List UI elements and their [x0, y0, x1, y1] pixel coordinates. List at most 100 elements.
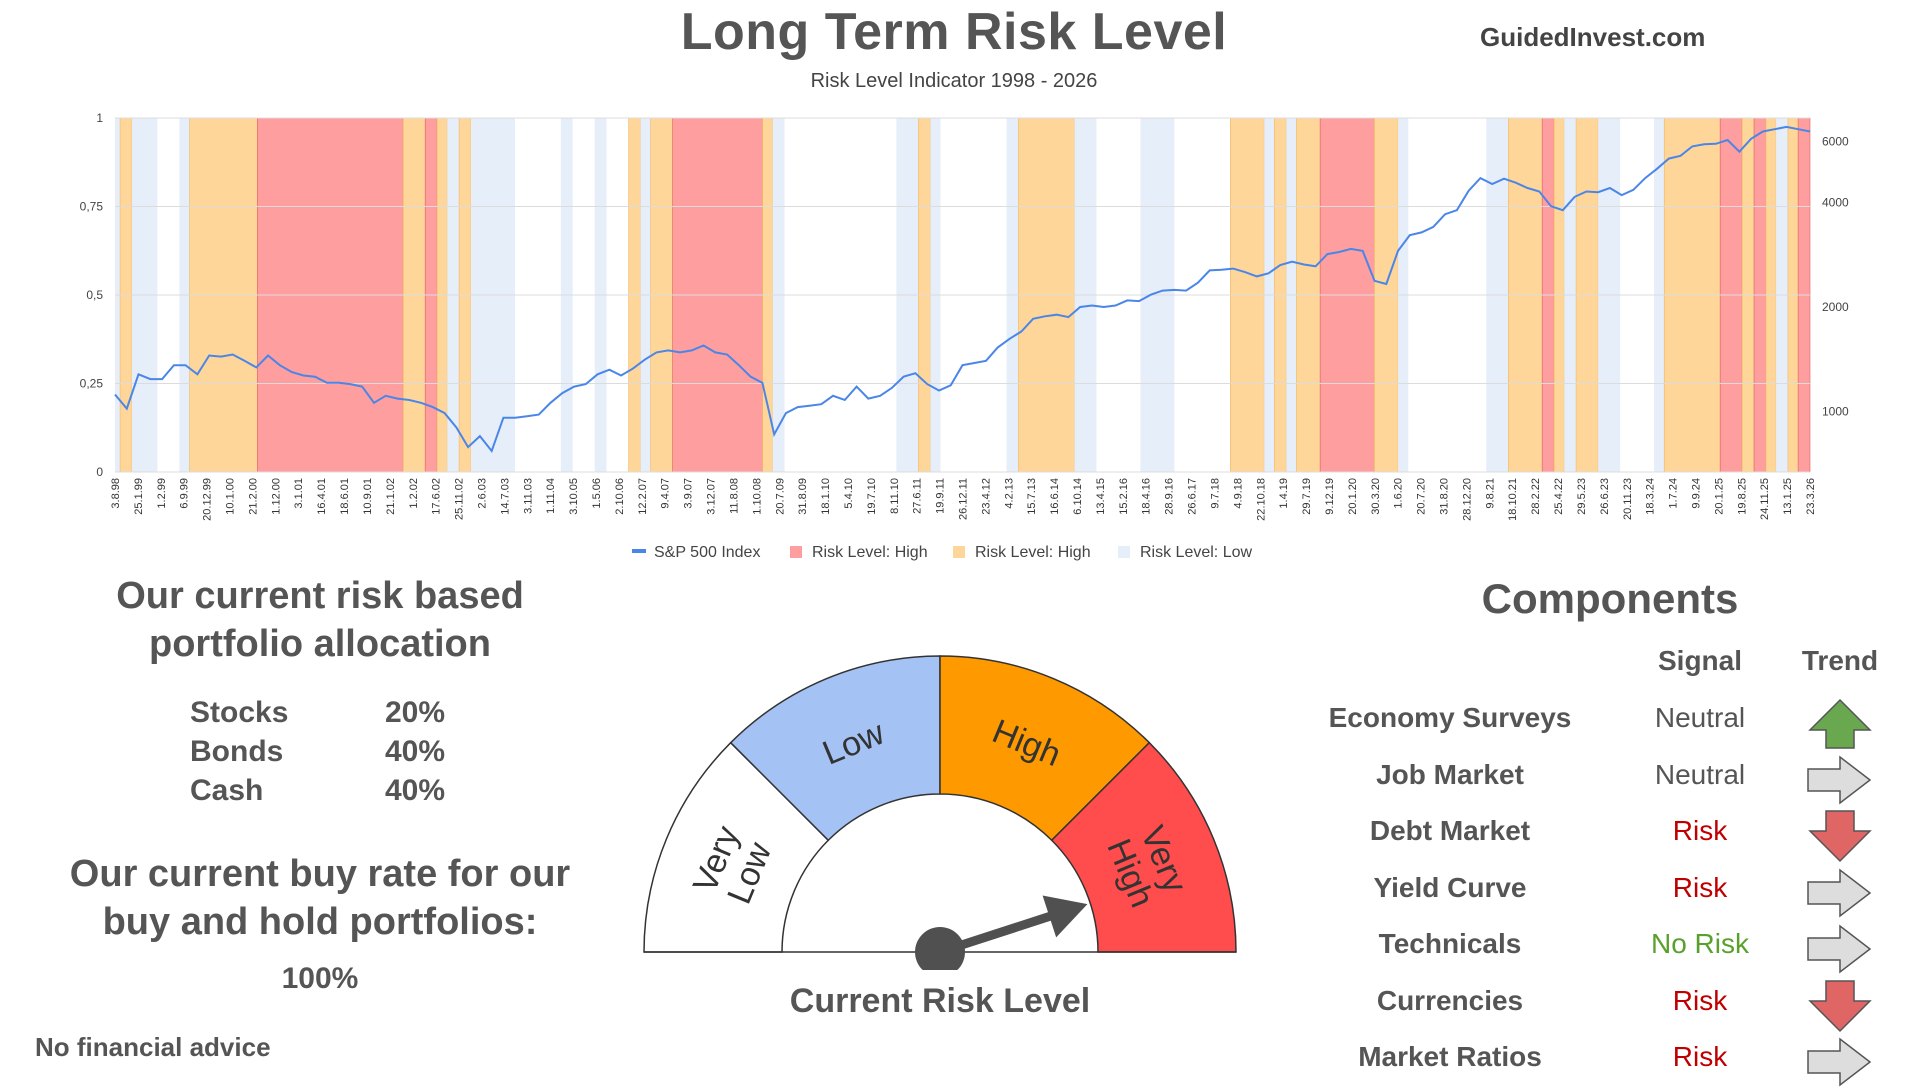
allocation-label: Cash [190, 774, 264, 807]
x-tick-label: 9.4.07 [660, 478, 672, 509]
gauge-segment [1050, 741, 1237, 953]
x-tick-label: 10.9.01 [362, 478, 374, 515]
component-row: Currencies Risk [1300, 979, 1900, 1035]
component-signal: Neutral [1654, 758, 1746, 790]
x-tick-label: 3.12.07 [706, 478, 718, 515]
allocation-row-cash: Cash 40% [190, 774, 490, 812]
x-axis-ticks: 3.8.98 25.1.99 1.2.99 6.9.99 20.12.99 10.1.00… [110, 478, 1817, 521]
buy-rate-value: 100% [281, 962, 359, 995]
x-tick-label: 27.6.11 [912, 478, 924, 514]
x-tick-label: 12.2.07 [637, 478, 649, 515]
x-tick-label: 20.1.25 [1713, 478, 1725, 515]
chart-legend: S&P 500 Index Risk Level: High Risk Level:… [632, 544, 1252, 561]
right-arrow-icon [1800, 754, 1880, 809]
component-row: Market Ratios Risk [1300, 1037, 1900, 1091]
right-arrow-icon [1800, 924, 1880, 978]
chart-subtitle: Risk Level Indicator 1998 - 2026 [810, 70, 1098, 92]
y-left-tick-label: 0,75 [80, 200, 104, 214]
x-tick-label: 16.4.01 [316, 478, 328, 515]
x-tick-label: 21.2.00 [247, 478, 259, 515]
component-signal: Risk [1672, 984, 1728, 1016]
component-row: Economy Surveys Neutral [1300, 698, 1900, 752]
x-tick-label: 1.6.20 [1393, 478, 1405, 509]
x-tick-label: 16.6.14 [1049, 478, 1061, 515]
x-tick-label: 8.11.10 [889, 478, 901, 514]
gauge-needle-shaft [944, 907, 1065, 955]
y-left-tick-label: 0,5 [86, 288, 103, 302]
component-name: Market Ratios [1358, 1041, 1542, 1072]
x-tick-label: 13.1.25 [1782, 478, 1794, 515]
legend-label: S&P 500 Index [654, 544, 760, 561]
y-right-tick-label: 6000 [1822, 134, 1849, 148]
x-tick-label: 31.8.20 [1439, 478, 1451, 515]
allocation-title-line2: portfolio allocation [149, 623, 491, 665]
up-arrow-icon [1800, 698, 1880, 752]
legend-swatch [790, 546, 802, 558]
x-tick-label: 3.9.07 [683, 478, 695, 509]
x-tick-label: 9.7.18 [1209, 478, 1221, 509]
x-tick-label: 30.3.20 [1370, 478, 1382, 515]
x-tick-label: 1.2.02 [408, 478, 420, 509]
x-tick-label: 4.2.13 [1003, 478, 1015, 509]
x-tick-label: 19.7.10 [866, 478, 878, 515]
down-arrow-icon [1800, 810, 1880, 865]
y-left-tick-label: 0,25 [80, 377, 104, 391]
component-name: Debt Market [1369, 815, 1531, 846]
x-tick-label: 29.5.23 [1576, 478, 1588, 515]
x-tick-label: 20.11.23 [1622, 478, 1634, 520]
component-name: Currencies [1376, 984, 1524, 1016]
x-tick-label: 1.2.99 [156, 478, 168, 509]
component-name: Economy Surveys [1328, 702, 1572, 733]
x-tick-label: 18.6.01 [339, 478, 351, 515]
trend-column-header: Trend [1801, 645, 1879, 676]
x-tick-label: 3.10.05 [568, 478, 580, 515]
gauge-segment [729, 655, 941, 842]
component-row: Yield Curve Risk [1300, 867, 1900, 922]
x-tick-label: 22.10.18 [1255, 478, 1267, 521]
legend-label: Risk Level: Low [1140, 544, 1252, 561]
signal-column-header: Signal [1657, 645, 1742, 676]
legend-swatch [1118, 546, 1130, 558]
x-tick-label: 26.6.17 [1187, 478, 1199, 515]
component-row: Job Market Neutral [1300, 754, 1900, 809]
gauge-needle-head [1042, 895, 1088, 938]
x-tick-label: 13.4.15 [1095, 478, 1107, 515]
x-tick-label: 4.9.18 [1232, 478, 1244, 509]
y-left-tick-label: 0 [96, 465, 103, 479]
x-tick-label: 2.10.06 [614, 478, 626, 515]
sp500-line-layer [114, 125, 1811, 454]
x-tick-label: 23.3.26 [1805, 478, 1817, 515]
x-tick-label: 28.9.16 [1164, 478, 1176, 515]
allocation-value: 40% [385, 735, 446, 768]
legend-label: Risk Level: High [812, 544, 928, 561]
right-arrow-icon [1800, 1037, 1880, 1091]
components-title: Components [1481, 575, 1739, 622]
x-tick-label: 28.12.20 [1461, 478, 1473, 521]
component-signal: Risk [1672, 1041, 1728, 1072]
x-tick-label: 9.12.19 [1324, 478, 1336, 515]
x-tick-label: 3.11.03 [522, 478, 534, 514]
x-tick-label: 1.4.19 [1278, 478, 1290, 509]
x-tick-label: 29.7.19 [1301, 478, 1313, 515]
y-axis-right: 6000 4000 2000 1000 [1822, 134, 1849, 418]
x-tick-label: 20.7.20 [1416, 478, 1428, 515]
x-tick-label: 26.6.23 [1599, 478, 1611, 515]
x-tick-label: 2.6.03 [476, 478, 488, 509]
x-tick-label: 3.8.98 [110, 478, 122, 509]
x-tick-label: 19.8.25 [1736, 478, 1748, 515]
x-tick-label: 1.5.06 [591, 478, 603, 509]
allocation-value: 20% [385, 696, 446, 729]
brand-logo-text[interactable]: GuidedInvest.com [1480, 22, 1706, 52]
y-right-tick-label: 4000 [1822, 195, 1849, 209]
right-arrow-icon [1800, 867, 1880, 922]
component-signal: No Risk [1650, 928, 1749, 959]
risk-level-chart: 1 0,75 0,5 0,25 0 6000 4000 2000 1000 3.8.98 25.… [80, 111, 1849, 561]
gauge-caption: Current Risk Level [789, 982, 1091, 1020]
component-signal: Risk [1672, 871, 1728, 903]
x-tick-label: 11.8.08 [728, 478, 740, 514]
component-row: Technicals No Risk [1300, 924, 1900, 978]
x-tick-label: 31.8.09 [797, 478, 809, 515]
allocation-row-bonds: Bonds 40% [190, 735, 490, 773]
x-tick-label: 6.9.99 [179, 478, 191, 509]
